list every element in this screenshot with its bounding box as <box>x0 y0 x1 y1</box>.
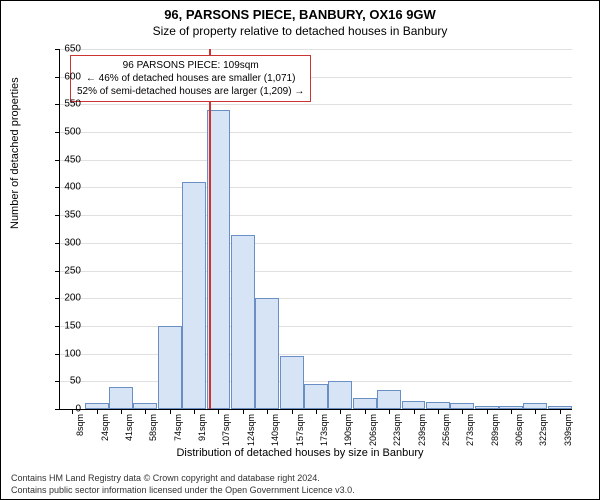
ytick-label: 250 <box>53 265 81 276</box>
ytick-label: 300 <box>53 237 81 248</box>
xtick-mark <box>438 409 439 414</box>
y-axis-label: Number of detached properties <box>9 77 21 229</box>
xtick-mark <box>145 409 146 414</box>
annotation-line-1: 96 PARSONS PIECE: 109sqm <box>77 59 304 72</box>
xtick-mark <box>365 409 366 414</box>
xtick-mark <box>97 409 98 414</box>
histogram-bar <box>328 381 352 409</box>
chart-title: 96, PARSONS PIECE, BANBURY, OX16 9GW <box>1 7 599 22</box>
histogram-bar <box>377 390 401 409</box>
histogram-bar <box>158 326 182 409</box>
ytick-label: 350 <box>53 210 81 221</box>
gridline <box>60 271 572 272</box>
xtick-mark <box>292 409 293 414</box>
gridline <box>60 160 572 161</box>
footer-copyright-1: Contains HM Land Registry data © Crown c… <box>11 473 320 483</box>
xtick-mark <box>243 409 244 414</box>
histogram-bar <box>109 387 133 409</box>
histogram-bar <box>280 356 304 409</box>
histogram-bar <box>304 384 328 409</box>
gridline <box>60 49 572 50</box>
xtick-mark <box>560 409 561 414</box>
xtick-mark <box>194 409 195 414</box>
xtick-mark <box>511 409 512 414</box>
histogram-bar <box>426 402 450 409</box>
histogram-bar <box>182 182 206 409</box>
xtick-mark <box>267 409 268 414</box>
gridline <box>60 381 572 382</box>
plot-area: 8sqm24sqm41sqm58sqm74sqm91sqm107sqm124sq… <box>59 49 572 410</box>
xtick-mark <box>462 409 463 414</box>
histogram-bar <box>231 235 255 409</box>
gridline <box>60 354 572 355</box>
ytick-label: 600 <box>53 71 81 82</box>
ytick-label: 500 <box>53 127 81 138</box>
xtick-mark <box>316 409 317 414</box>
ytick-label: 0 <box>53 404 81 415</box>
annotation-box: 96 PARSONS PIECE: 109sqm← 46% of detache… <box>70 55 311 102</box>
gridline <box>60 243 572 244</box>
xtick-mark <box>170 409 171 414</box>
annotation-line-3: 52% of semi-detached houses are larger (… <box>77 85 304 98</box>
ytick-label: 200 <box>53 293 81 304</box>
x-axis-label: Distribution of detached houses by size … <box>1 447 599 459</box>
histogram-bar <box>402 401 426 409</box>
xtick-mark <box>487 409 488 414</box>
gridline <box>60 215 572 216</box>
chart-subtitle: Size of property relative to detached ho… <box>1 24 599 38</box>
gridline <box>60 298 572 299</box>
gridline <box>60 187 572 188</box>
xtick-mark <box>389 409 390 414</box>
gridline <box>60 104 572 105</box>
ytick-label: 50 <box>53 376 81 387</box>
footer-copyright-2: Contains public sector information licen… <box>11 485 355 495</box>
property-marker-line <box>209 49 211 409</box>
ytick-label: 400 <box>53 182 81 193</box>
xtick-mark <box>121 409 122 414</box>
ytick-label: 450 <box>53 154 81 165</box>
histogram-bar <box>353 398 377 409</box>
annotation-line-2: ← 46% of detached houses are smaller (1,… <box>77 72 304 85</box>
gridline <box>60 132 572 133</box>
ytick-label: 650 <box>53 44 81 55</box>
ytick-label: 100 <box>53 348 81 359</box>
ytick-label: 150 <box>53 320 81 331</box>
ytick-label: 550 <box>53 99 81 110</box>
xtick-mark <box>218 409 219 414</box>
xtick-mark <box>535 409 536 414</box>
xtick-mark <box>340 409 341 414</box>
histogram-bar <box>255 298 279 409</box>
chart-container: 96, PARSONS PIECE, BANBURY, OX16 9GW Siz… <box>0 0 600 500</box>
xtick-mark <box>414 409 415 414</box>
gridline <box>60 326 572 327</box>
